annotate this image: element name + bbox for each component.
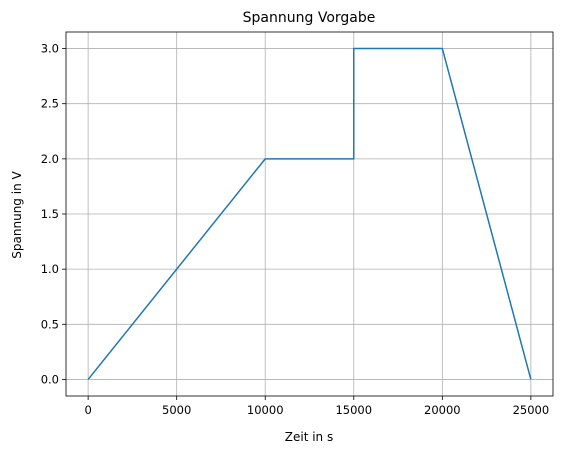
y-tick-label: 2.5 <box>41 97 59 111</box>
series-line <box>87 47 532 380</box>
x-tick-label: 15000 <box>335 403 372 417</box>
y-tick-label: 0.5 <box>41 317 59 331</box>
y-tick-label: 2.0 <box>41 152 59 166</box>
grid <box>66 32 553 396</box>
y-tick-label: 3.0 <box>41 42 59 56</box>
x-axis-label: Zeit in s <box>285 430 333 444</box>
x-tick-label: 20000 <box>424 403 461 417</box>
x-tick-label: 10000 <box>247 403 284 417</box>
x-axis: 0 5000 10000 15000 20000 25000 <box>84 396 549 417</box>
y-axis-label: Spannung in V <box>10 171 24 259</box>
x-tick-label: 0 <box>84 403 91 417</box>
y-tick-label: 1.5 <box>41 207 59 221</box>
series-layer <box>87 47 532 380</box>
x-tick-label: 25000 <box>513 403 550 417</box>
chart-title: Spannung Vorgabe <box>243 10 376 26</box>
y-tick-label: 0.0 <box>41 372 59 386</box>
y-tick-label: 1.0 <box>41 262 59 276</box>
y-axis: 0.0 0.5 1.0 1.5 2.0 2.5 3.0 <box>41 42 66 386</box>
x-tick-label: 5000 <box>162 403 191 417</box>
